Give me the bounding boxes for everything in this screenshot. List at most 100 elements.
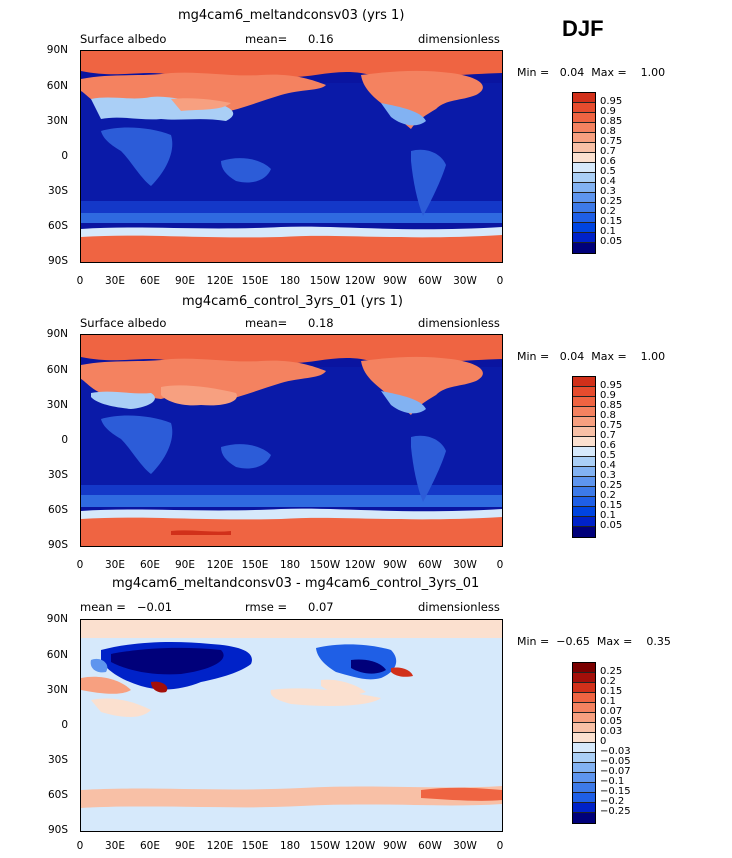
- colorbar-cell: [573, 683, 595, 693]
- panel-3-colorbar: [572, 662, 596, 824]
- colorbar-label: 0.1: [600, 226, 616, 237]
- colorbar-cell: [573, 507, 595, 517]
- panel-3-lon-tick: 90E: [175, 840, 195, 852]
- colorbar-cell: [573, 527, 595, 537]
- colorbar-label: 0.9: [600, 106, 616, 117]
- colorbar-cell: [573, 387, 595, 397]
- panel-1-variable-label: Surface albedo: [80, 32, 167, 46]
- panel-2-lon-tick: 120E: [206, 559, 234, 571]
- colorbar-label: 0.1: [600, 510, 616, 521]
- panel-2-variable-label: Surface albedo: [80, 316, 167, 330]
- panel-1-lat-tick: 60S: [47, 220, 68, 232]
- panel-3-lat-tick: 60S: [47, 789, 68, 801]
- colorbar-label: 0.6: [600, 440, 616, 451]
- panel-1-lon-tick: 90W: [383, 275, 407, 287]
- panel-2-lon-tick: 90E: [175, 559, 195, 571]
- panel-1-lat-tick: 30N: [46, 115, 68, 127]
- colorbar-label: 0.5: [600, 450, 616, 461]
- colorbar-label: −0.07: [600, 766, 631, 777]
- colorbar-cell: [573, 773, 595, 783]
- colorbar-label: 0.75: [600, 136, 623, 147]
- colorbar-cell: [573, 673, 595, 683]
- colorbar-label: 0.03: [600, 726, 623, 737]
- panel-1-lon-tick: 30E: [105, 275, 125, 287]
- colorbar-label: 0.2: [600, 490, 616, 501]
- panel-3-lon-tick: 120E: [206, 840, 234, 852]
- colorbar-cell: [573, 407, 595, 417]
- colorbar-label: 0.4: [600, 176, 616, 187]
- colorbar-cell: [573, 487, 595, 497]
- colorbar-cell: [573, 427, 595, 437]
- panel-1-title: mg4cam6_meltandconsv03 (yrs 1): [178, 8, 405, 23]
- panel-3-lon-tick: 120W: [344, 840, 376, 852]
- colorbar-cell: [573, 377, 595, 387]
- panel-2-title: mg4cam6_control_3yrs_01 (yrs 1): [182, 294, 403, 309]
- colorbar-cell: [573, 783, 595, 793]
- colorbar-cell: [573, 457, 595, 467]
- panel-3-lat-tick: 30S: [47, 754, 68, 766]
- panel-3-min-max: Min = −0.65 Max = 0.35: [517, 635, 671, 648]
- panel-1-lat-tick: 90N: [46, 44, 68, 56]
- colorbar-label: 0.85: [600, 400, 623, 411]
- colorbar-cell: [573, 223, 595, 233]
- panel-1-map-svg: [81, 51, 502, 262]
- panel-2-lon-tick: 150W: [309, 559, 341, 571]
- panel-2-lat-tick: 30N: [46, 399, 68, 411]
- colorbar-label: 0.95: [600, 380, 623, 391]
- panel-2-lon-tick: 30E: [105, 559, 125, 571]
- panel-1-colorbar: [572, 92, 596, 254]
- panel-1-units-label: dimensionless: [418, 32, 500, 46]
- panel-2-colorbar: [572, 376, 596, 538]
- panel-2-min-max: Min = 0.04 Max = 1.00: [517, 350, 666, 363]
- panel-1-map: [80, 50, 503, 263]
- colorbar-label: 0.4: [600, 460, 616, 471]
- panel-1-mean-label: mean=: [245, 32, 288, 46]
- season-label: DJF: [562, 16, 604, 41]
- panel-3-mean-label: mean = −0.01: [80, 600, 173, 614]
- colorbar-cell: [573, 703, 595, 713]
- colorbar-cell: [573, 397, 595, 407]
- panel-1-lon-tick: 120W: [344, 275, 376, 287]
- colorbar-label: 0.3: [600, 470, 616, 481]
- panel-3-lon-tick: 60E: [140, 840, 160, 852]
- panel-2-lon-tick: 0: [76, 559, 84, 571]
- colorbar-cell: [573, 417, 595, 427]
- colorbar-label: 0.07: [600, 706, 623, 717]
- panel-3-lon-tick: 180: [279, 840, 301, 852]
- panel-2-lat-tick: 0: [61, 434, 68, 446]
- colorbar-cell: [573, 723, 595, 733]
- panel-3-lat-tick: 30N: [46, 684, 68, 696]
- panel-3-lon-tick: 0: [496, 840, 504, 852]
- panel-1-lon-tick: 60E: [140, 275, 160, 287]
- colorbar-cell: [573, 203, 595, 213]
- panel-3-lat-tick: 90N: [46, 613, 68, 625]
- colorbar-cell: [573, 497, 595, 507]
- colorbar-cell: [573, 743, 595, 753]
- colorbar-label: 0.05: [600, 716, 623, 727]
- colorbar-cell: [573, 693, 595, 703]
- colorbar-label: 0.2: [600, 206, 616, 217]
- panel-1-lon-tick: 30W: [453, 275, 477, 287]
- panel-3-lat-tick: 90S: [47, 824, 68, 836]
- panel-1-min-max: Min = 0.04 Max = 1.00: [517, 66, 666, 79]
- panel-1-lat-tick: 60N: [46, 80, 68, 92]
- colorbar-label: −0.2: [600, 796, 625, 807]
- panel-3-rmse-value: 0.07: [308, 600, 334, 614]
- colorbar-label: 0.1: [600, 696, 616, 707]
- panel-1-lon-tick: 0: [496, 275, 504, 287]
- panel-2-lon-tick: 60W: [418, 559, 442, 571]
- panel-3-lon-tick: 30E: [105, 840, 125, 852]
- panel-2-lon-tick: 120W: [344, 559, 376, 571]
- colorbar-cell: [573, 763, 595, 773]
- colorbar-cell: [573, 213, 595, 223]
- colorbar-label: 0.25: [600, 196, 623, 207]
- colorbar-label: 0.05: [600, 236, 623, 247]
- panel-1-lon-tick: 120E: [206, 275, 234, 287]
- colorbar-cell: [573, 133, 595, 143]
- panel-2-lon-tick: 30W: [453, 559, 477, 571]
- colorbar-label: 0.15: [600, 216, 623, 227]
- colorbar-cell: [573, 733, 595, 743]
- panel-1-lon-tick: 150W: [309, 275, 341, 287]
- colorbar-cell: [573, 467, 595, 477]
- colorbar-cell: [573, 103, 595, 113]
